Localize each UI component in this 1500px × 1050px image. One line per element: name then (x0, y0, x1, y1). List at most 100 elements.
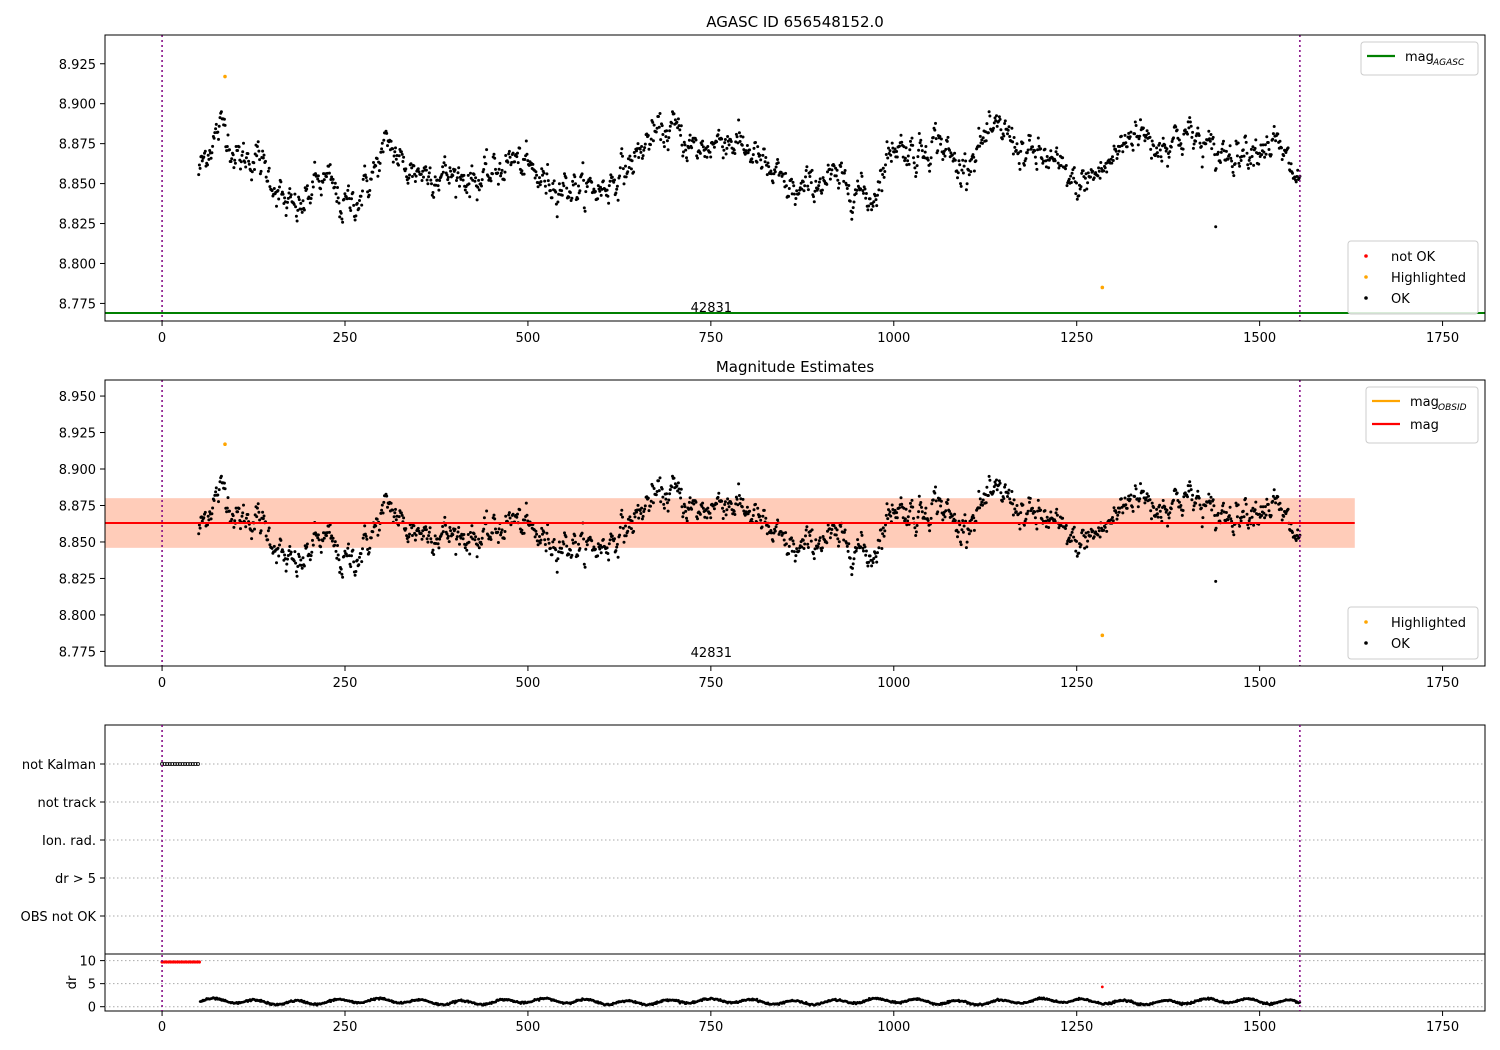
ok-point (1075, 554, 1079, 558)
ok-point (909, 139, 912, 143)
ok-point (977, 489, 981, 493)
ok-point (455, 537, 458, 541)
ok-point (410, 534, 414, 537)
ok-point (463, 188, 467, 192)
ok-point (607, 558, 611, 562)
ok-point (741, 135, 745, 139)
ok-point (253, 527, 256, 531)
ok-point (950, 514, 954, 518)
ok-point (266, 169, 270, 173)
ok-point (884, 153, 888, 156)
ok-point (1072, 176, 1076, 180)
ok-point (615, 184, 619, 188)
ok-point (1155, 512, 1159, 516)
ok-point (1219, 161, 1222, 164)
ok-point (1136, 134, 1139, 138)
ok-point (515, 515, 519, 519)
ok-point (628, 515, 632, 519)
ok-point (881, 166, 885, 170)
ok-point (745, 144, 749, 147)
ok-point (1003, 485, 1007, 489)
ok-point (878, 180, 882, 184)
ok-point (377, 528, 381, 532)
ok-point (1141, 489, 1145, 493)
y-tick-label: 8.800 (59, 257, 96, 272)
ok-point (607, 184, 611, 188)
ok-point (472, 532, 476, 536)
ok-point (887, 508, 890, 512)
ok-point (1074, 192, 1078, 196)
ok-point (333, 185, 337, 189)
ok-point (1022, 523, 1026, 527)
ok-point (296, 565, 300, 568)
ok-point (1072, 535, 1076, 539)
ok-point (319, 187, 323, 191)
flag-point-not-kalman (195, 762, 200, 767)
ok-point (374, 524, 378, 528)
ok-point (209, 156, 213, 160)
ok-point (886, 517, 890, 521)
ok-point (992, 490, 995, 493)
ok-point (421, 169, 425, 173)
ok-point (646, 496, 650, 500)
ok-point (837, 186, 840, 190)
ok-point (1002, 134, 1006, 138)
ok-point (1083, 546, 1087, 550)
ok-point (720, 137, 724, 141)
ok-point (845, 544, 849, 548)
ok-point (898, 144, 901, 148)
ok-point (316, 533, 320, 537)
ok-point (394, 518, 398, 522)
ok-point (1015, 504, 1019, 507)
ok-point (299, 201, 303, 205)
ok-point (449, 169, 453, 173)
x-tick-label: 1250 (1060, 676, 1093, 691)
ok-point (598, 547, 602, 551)
ok-point (972, 169, 976, 173)
ok-point (1249, 162, 1253, 166)
ok-point (1186, 120, 1190, 124)
ok-point (422, 534, 425, 538)
ok-point (961, 530, 965, 534)
ok-point (441, 530, 445, 534)
ok-point (1214, 167, 1218, 171)
ok-point (685, 159, 689, 163)
ok-point (767, 165, 771, 169)
y-tick-label: 8.875 (59, 138, 96, 153)
x-tick-label: 250 (333, 676, 358, 691)
ok-point (1204, 504, 1208, 508)
ok-point (218, 116, 222, 120)
ok-point (375, 157, 379, 161)
ok-point (722, 509, 726, 513)
ok-point (680, 143, 684, 147)
ok-point (638, 147, 642, 151)
ok-point (1166, 524, 1170, 528)
dr-point-not-ok (162, 960, 166, 964)
ok-point (790, 192, 794, 196)
ok-point (1271, 132, 1275, 136)
ok-point (503, 170, 507, 174)
ok-point (1112, 144, 1116, 148)
ok-point (457, 166, 461, 170)
ok-point (1149, 509, 1153, 513)
ok-point (764, 156, 768, 159)
ok-point (1247, 158, 1251, 162)
ok-point (504, 154, 508, 157)
ok-point (489, 179, 493, 183)
ok-point (793, 559, 797, 563)
ok-point (1012, 136, 1016, 139)
ok-point (592, 545, 596, 549)
ok-point (407, 535, 411, 539)
ok-point (1257, 162, 1261, 166)
ok-point (426, 182, 430, 186)
ok-point (1112, 506, 1116, 510)
ok-point (881, 526, 885, 530)
ok-point (1069, 533, 1073, 537)
ok-point (999, 491, 1003, 495)
ok-point (804, 169, 808, 172)
ok-point (358, 555, 361, 559)
ok-point (895, 150, 899, 153)
ok-point (662, 145, 666, 149)
ok-point (588, 535, 592, 539)
ok-point (540, 167, 544, 171)
